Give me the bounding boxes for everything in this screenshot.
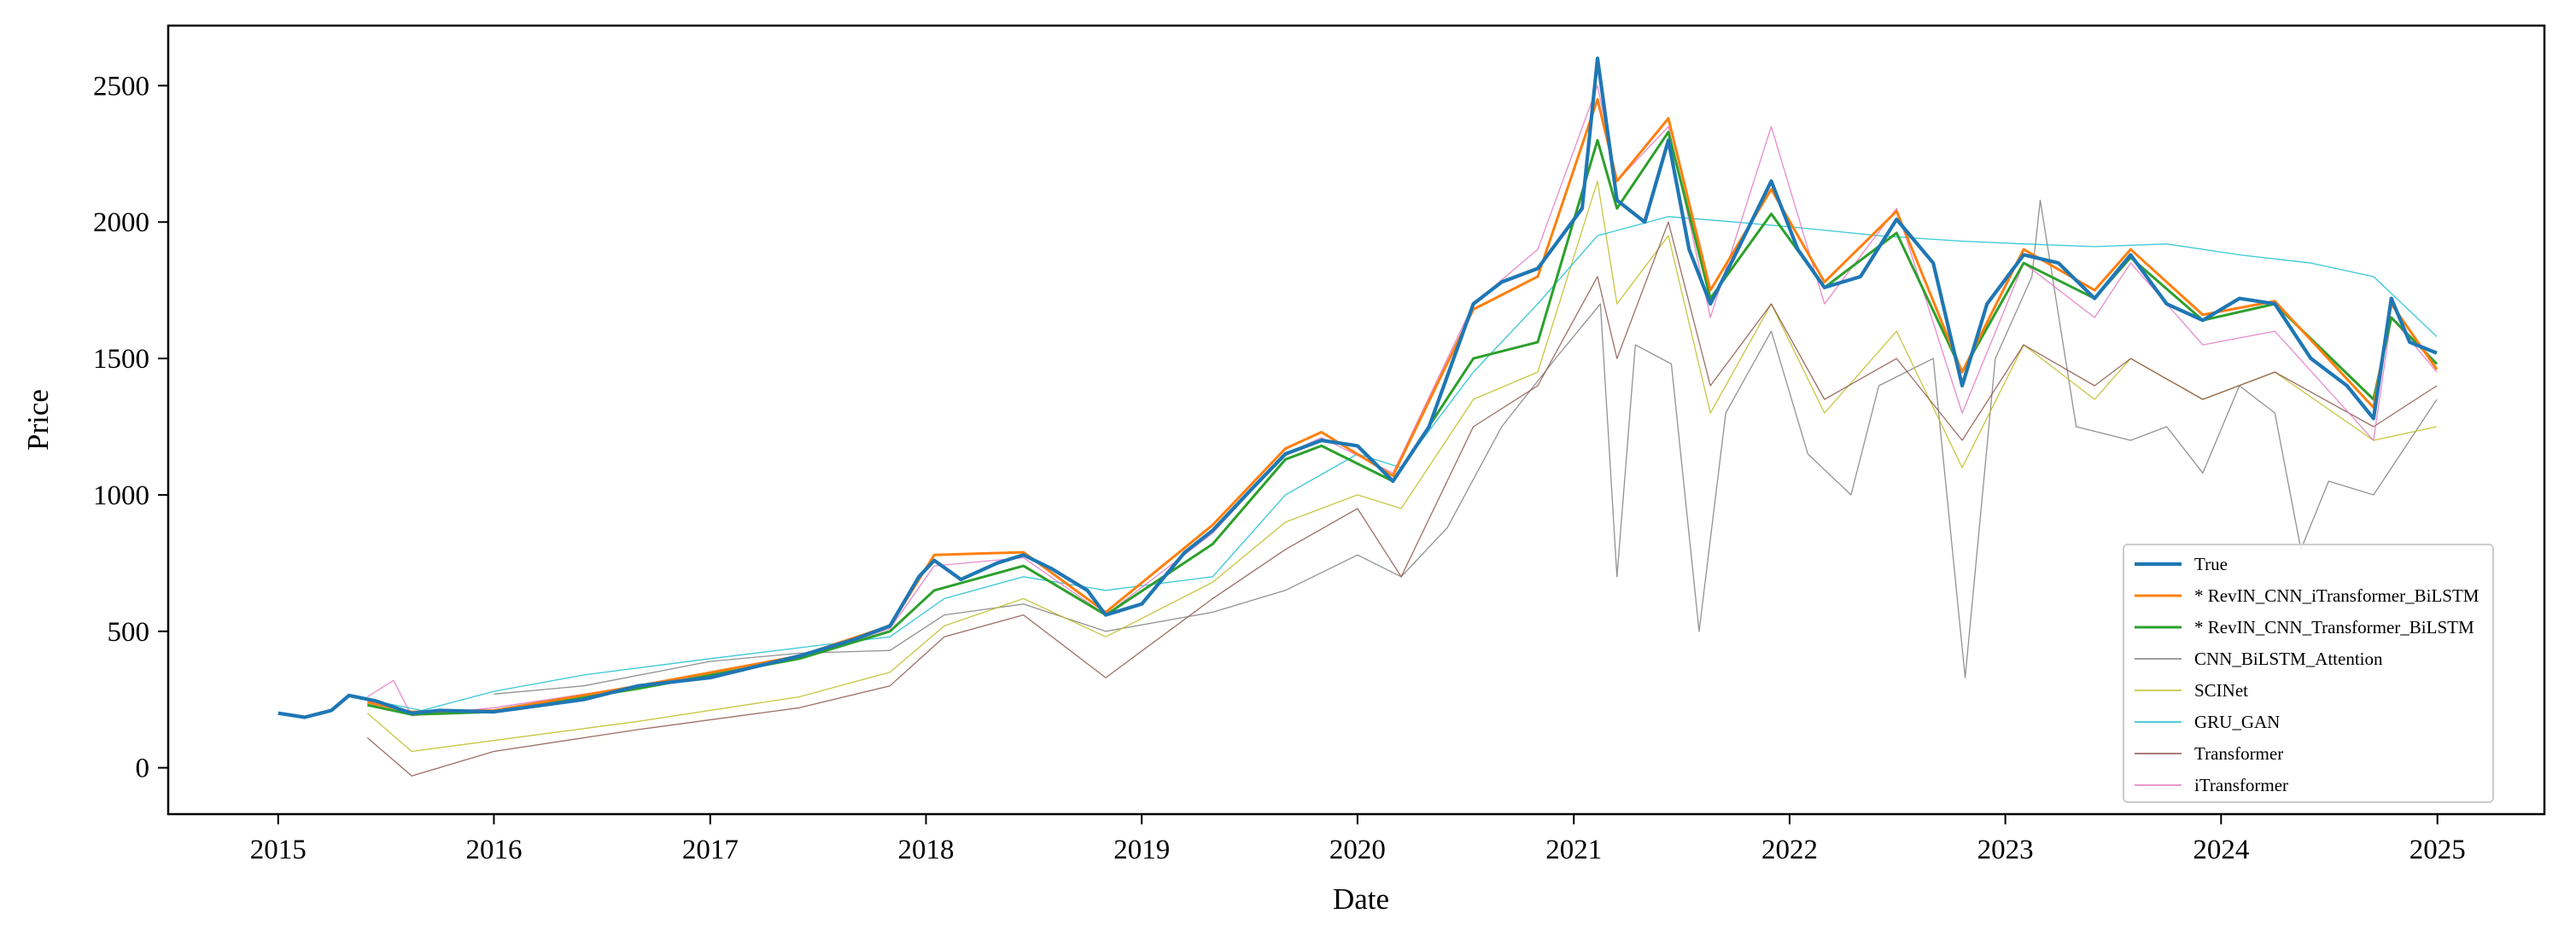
x-tick-label: 2020 xyxy=(1329,835,1386,865)
x-tick-label: 2017 xyxy=(682,835,739,865)
x-tick-label: 2015 xyxy=(250,835,307,865)
x-axis-label: Date xyxy=(1333,882,1389,916)
y-tick-label: 2000 xyxy=(93,207,149,238)
series-line-true xyxy=(277,56,2438,719)
y-axis: 0 500 1000 1500 2000 2500 xyxy=(93,71,168,784)
x-tick-label: 2021 xyxy=(1545,835,1602,865)
x-tick-label: 2023 xyxy=(1977,835,2034,865)
legend-label-revin-cnn-transformer-bilstm: * RevIN_CNN_Transformer_BiLSTM xyxy=(2194,617,2474,637)
x-tick-label: 2025 xyxy=(2410,835,2466,865)
legend-label-transformer: Transformer xyxy=(2194,743,2283,764)
series-line-scinet xyxy=(366,180,2438,753)
series-layer xyxy=(277,56,2439,777)
y-tick-label: 500 xyxy=(108,617,150,648)
y-tick-label: 1500 xyxy=(93,344,149,375)
legend-label-true: True xyxy=(2194,554,2228,574)
x-tick-label: 2018 xyxy=(898,835,955,865)
legend-label-scinet: SCINet xyxy=(2194,680,2248,701)
x-axis: 2015 2016 2017 2018 2019 2020 2021 2022 2023 2024… xyxy=(250,814,2466,865)
x-tick-label: 2024 xyxy=(2193,835,2249,865)
plot-frame xyxy=(166,24,2546,816)
y-tick-label: 1000 xyxy=(93,480,149,511)
series-line-gru-gan xyxy=(367,216,2438,712)
x-tick-label: 2022 xyxy=(1761,835,1818,865)
x-tick-label: 2016 xyxy=(465,835,522,865)
legend-box xyxy=(2123,544,2494,803)
y-tick-label: 0 xyxy=(136,754,150,784)
series-line-transformer xyxy=(366,221,2438,777)
legend-label-revin-cnn-itransformer-bilstm: * RevIN_CNN_iTransformer_BiLSTM xyxy=(2194,585,2480,606)
y-tick-label: 2500 xyxy=(93,71,149,102)
legend-label-cnn-bilstm-attention: CNN_BiLSTM_Attention xyxy=(2194,649,2383,669)
legend: True * RevIN_CNN_iTransformer_BiLSTM * Rev… xyxy=(2123,544,2494,803)
x-tick-label: 2019 xyxy=(1113,835,1170,865)
legend-label-itransformer: iTransformer xyxy=(2194,775,2288,795)
y-axis-label: Price xyxy=(21,389,55,451)
legend-label-gru-gan: GRU_GAN xyxy=(2194,712,2280,732)
